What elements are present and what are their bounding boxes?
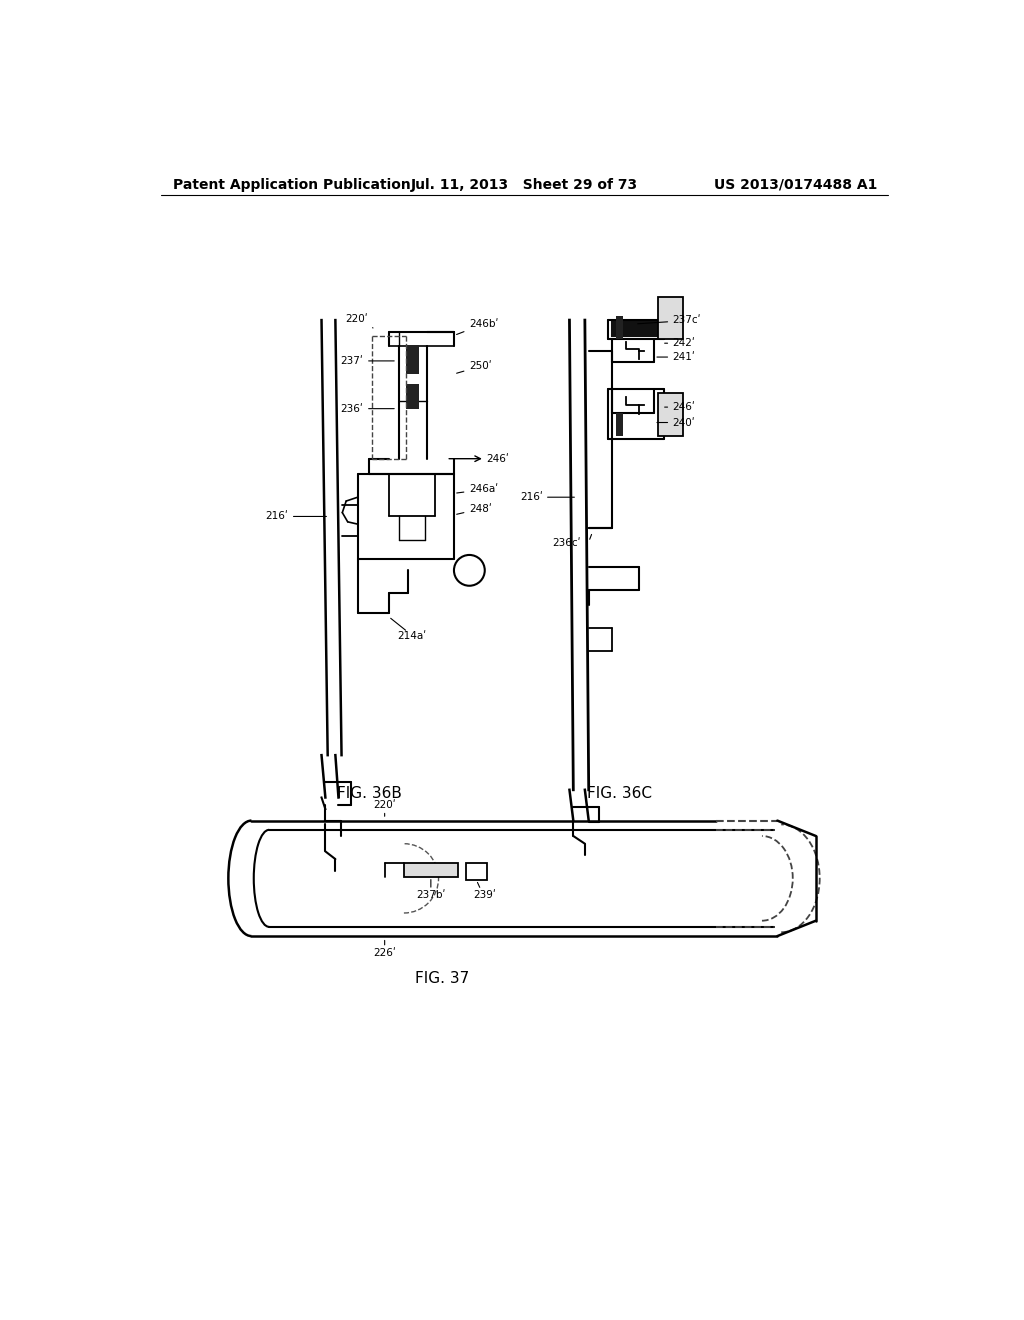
Text: FIG. 36C: FIG. 36C: [587, 787, 652, 801]
Text: 242ʹ: 242ʹ: [672, 338, 694, 348]
Text: 236cʹ: 236cʹ: [553, 539, 581, 548]
Text: 220ʹ: 220ʹ: [345, 314, 373, 327]
Text: Jul. 11, 2013   Sheet 29 of 73: Jul. 11, 2013 Sheet 29 of 73: [412, 178, 638, 191]
Text: 216ʹ: 216ʹ: [265, 511, 289, 521]
Text: 237bʹ: 237bʹ: [416, 890, 445, 900]
Bar: [615, 317, 624, 339]
Bar: [658, 393, 683, 436]
Text: 239ʹ: 239ʹ: [473, 890, 497, 900]
Text: 250ʹ: 250ʹ: [457, 362, 492, 374]
Text: 240ʹ: 240ʹ: [672, 417, 694, 428]
Bar: [403, 863, 458, 876]
Bar: [658, 297, 683, 339]
Text: 220ʹ: 220ʹ: [374, 800, 396, 810]
Text: 241ʹ: 241ʹ: [672, 352, 694, 362]
Text: 246ʹ: 246ʹ: [486, 454, 509, 463]
Text: 237cʹ: 237cʹ: [672, 315, 700, 325]
Bar: [466, 863, 487, 880]
Text: FIG. 36B: FIG. 36B: [337, 787, 401, 801]
Text: Patent Application Publication: Patent Application Publication: [173, 178, 411, 191]
Text: 246bʹ: 246bʹ: [457, 319, 499, 334]
Text: FIG. 37: FIG. 37: [416, 972, 470, 986]
Text: 236ʹ: 236ʹ: [340, 404, 394, 413]
Text: 246ʹ: 246ʹ: [672, 403, 694, 412]
Text: 237ʹ: 237ʹ: [340, 356, 394, 366]
Bar: [407, 345, 419, 374]
Text: US 2013/0174488 A1: US 2013/0174488 A1: [714, 178, 878, 191]
Text: 248ʹ: 248ʹ: [457, 504, 493, 515]
Text: 216ʹ: 216ʹ: [520, 492, 543, 502]
Text: 214aʹ: 214aʹ: [397, 631, 426, 640]
Bar: [615, 413, 624, 436]
Text: 226ʹ: 226ʹ: [374, 948, 396, 958]
Bar: [407, 384, 419, 409]
Text: 246aʹ: 246aʹ: [457, 484, 499, 495]
Bar: [611, 322, 658, 335]
